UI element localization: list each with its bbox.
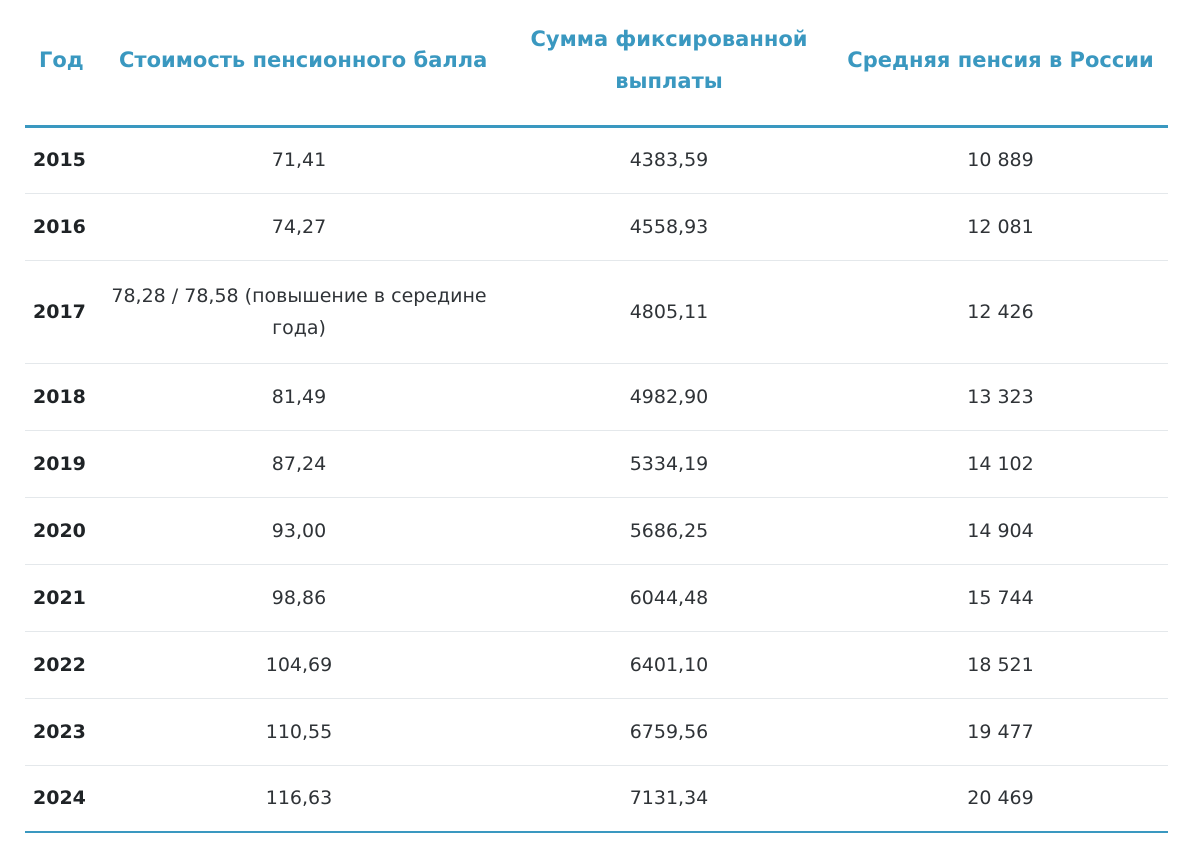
cell-fixed-payment: 4805,11	[629, 300, 709, 323]
cell-fixed-payment: 6044,48	[629, 586, 709, 609]
cell-avg-pension: 14 904	[967, 519, 1034, 542]
table-row: 2024 116,63 7131,34 20 469	[25, 765, 1168, 832]
cell-fixed-payment: 6401,10	[629, 653, 709, 676]
cell-point-cost: 98,86	[271, 586, 327, 609]
cell-avg-pension: 19 477	[967, 720, 1034, 743]
cell-point-cost: 93,00	[271, 519, 327, 542]
cell-avg-pension: 20 469	[967, 787, 1034, 810]
header-avg-pension: Средняя пенсия в России	[833, 0, 1168, 128]
header-year: Год	[25, 0, 93, 128]
cell-fixed-payment: 7131,34	[629, 787, 709, 810]
cell-avg-pension: 12 081	[967, 215, 1034, 238]
cell-fixed-payment: 5686,25	[629, 519, 709, 542]
table-row: 2020 93,00 5686,25 14 904	[25, 497, 1168, 564]
cell-avg-pension: 10 889	[967, 149, 1034, 171]
cell-year: 2019	[33, 452, 86, 475]
cell-fixed-payment: 4383,59	[629, 149, 709, 171]
header-fixed-payment: Сумма фиксированной выплаты	[505, 0, 833, 128]
table-row: 2022 104,69 6401,10 18 521	[25, 631, 1168, 698]
table-row: 2018 81,49 4982,90 13 323	[25, 363, 1168, 430]
header-row: Год Стоимость пенсионного балла Сумма фи…	[25, 0, 1168, 128]
cell-point-cost: 87,24	[271, 452, 327, 475]
cell-avg-pension: 13 323	[967, 385, 1034, 408]
cell-fixed-payment: 6759,56	[629, 720, 709, 743]
cell-fixed-payment: 4982,90	[629, 385, 709, 408]
table-row: 2016 74,27 4558,93 12 081	[25, 193, 1168, 260]
cell-avg-pension: 18 521	[967, 653, 1034, 676]
cell-year: 2016	[33, 215, 86, 238]
cell-fixed-payment: 4558,93	[629, 215, 709, 238]
pension-table: Год Стоимость пенсионного балла Сумма фи…	[25, 0, 1168, 833]
cell-point-cost: 78,28 / 78,58 (повышение в середине года…	[111, 284, 487, 339]
table-row: 2021 98,86 6044,48 15 744	[25, 564, 1168, 631]
cell-year: 2021	[33, 586, 86, 609]
table-row: 2017 78,28 / 78,58 (повышение в середине…	[25, 260, 1168, 363]
table-row: 2019 87,24 5334,19 14 102	[25, 430, 1168, 497]
cell-point-cost: 104,69	[265, 653, 333, 676]
cell-year: 2020	[33, 519, 86, 542]
table-row: 2015 71,41 4383,59 10 889	[25, 126, 1168, 193]
cell-year: 2022	[33, 653, 86, 676]
cell-point-cost: 110,55	[265, 720, 333, 743]
cell-avg-pension: 15 744	[967, 586, 1034, 609]
table-body: 2015 71,41 4383,59 10 889 2016 74,27 455…	[25, 126, 1168, 832]
header-point-cost: Стоимость пенсионного балла	[93, 0, 505, 128]
table-header: Год Стоимость пенсионного балла Сумма фи…	[25, 0, 1168, 128]
cell-point-cost: 74,27	[271, 215, 327, 238]
cell-point-cost: 81,49	[271, 385, 327, 408]
cell-year: 2023	[33, 720, 86, 743]
cell-avg-pension: 14 102	[967, 452, 1034, 475]
cell-year: 2018	[33, 385, 86, 408]
cell-year: 2024	[33, 787, 86, 810]
table-row: 2023 110,55 6759,56 19 477	[25, 698, 1168, 765]
cell-point-cost: 116,63	[265, 787, 333, 810]
cell-year: 2017	[33, 300, 86, 323]
pension-table-container: Год Стоимость пенсионного балла Сумма фи…	[25, 0, 1168, 833]
cell-fixed-payment: 5334,19	[629, 452, 709, 475]
cell-point-cost: 71,41	[271, 149, 327, 171]
cell-year: 2015	[33, 149, 86, 171]
cell-avg-pension: 12 426	[967, 300, 1034, 323]
